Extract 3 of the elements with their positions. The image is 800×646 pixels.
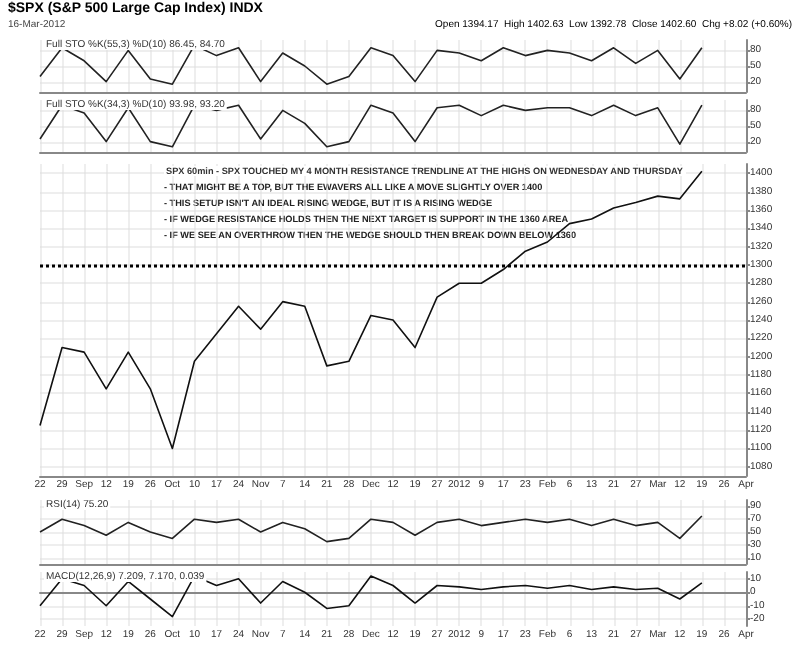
line-series [39,170,703,450]
line-series [39,575,703,618]
line-series [39,515,703,543]
